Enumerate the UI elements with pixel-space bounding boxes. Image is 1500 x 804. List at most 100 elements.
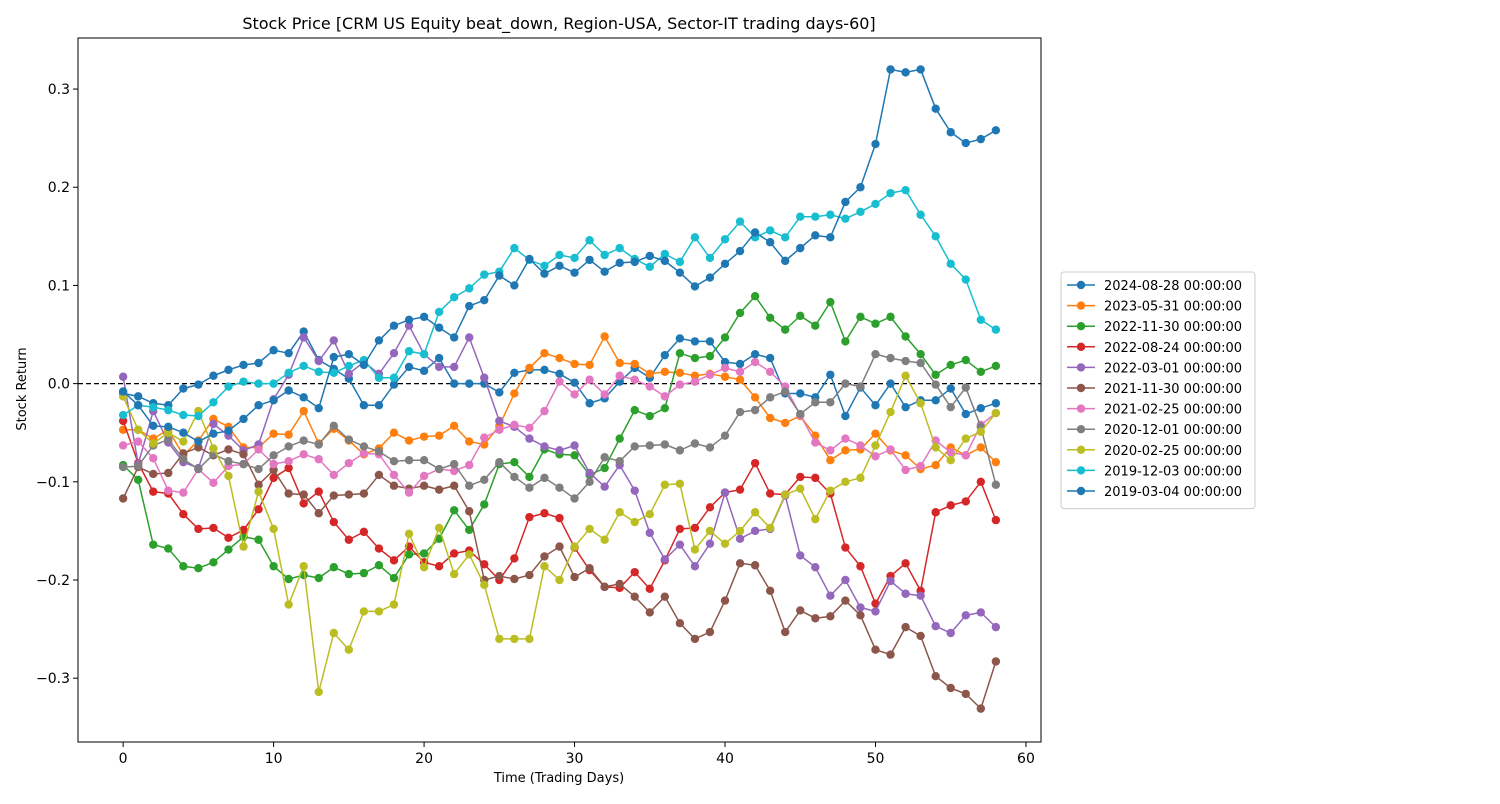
data-point <box>359 360 369 370</box>
data-point <box>374 447 384 456</box>
data-point <box>449 362 459 372</box>
data-point <box>781 256 790 266</box>
data-point <box>735 308 745 318</box>
data-point <box>164 486 173 495</box>
data-point <box>796 212 805 221</box>
data-point <box>314 440 323 449</box>
data-point <box>735 246 745 256</box>
data-point <box>314 509 323 518</box>
data-point <box>600 482 609 491</box>
data-point <box>209 478 218 487</box>
data-point <box>555 353 564 363</box>
legend-marker <box>1076 486 1086 496</box>
data-point <box>314 367 323 377</box>
data-point <box>299 361 308 371</box>
data-point <box>389 470 399 480</box>
plot-frame <box>77 37 1042 743</box>
data-point <box>555 575 564 585</box>
data-point <box>675 334 685 343</box>
data-point <box>434 353 444 363</box>
data-point <box>374 401 384 410</box>
data-point <box>630 486 639 495</box>
data-point <box>856 603 865 612</box>
data-point <box>555 483 564 492</box>
data-point <box>946 259 955 269</box>
data-point <box>495 457 504 467</box>
data-point <box>284 600 293 609</box>
data-point <box>901 332 910 341</box>
data-point <box>871 441 880 450</box>
data-point <box>991 457 1001 467</box>
data-point <box>826 233 835 242</box>
data-point <box>675 618 685 628</box>
data-point <box>133 392 143 401</box>
series-10 <box>118 65 1001 446</box>
data-point <box>540 509 549 518</box>
data-point <box>269 473 278 483</box>
data-point <box>344 369 354 378</box>
data-point <box>389 373 399 382</box>
data-point <box>164 405 173 415</box>
data-point <box>901 356 910 366</box>
data-point <box>179 488 188 497</box>
data-point <box>796 472 805 482</box>
data-point <box>449 333 459 342</box>
data-point <box>555 542 564 551</box>
data-point <box>645 510 654 519</box>
data-point <box>660 403 670 413</box>
data-point <box>976 134 986 144</box>
data-point <box>239 414 248 424</box>
data-point <box>796 243 805 253</box>
data-point <box>525 634 534 644</box>
data-point <box>374 336 384 345</box>
data-point <box>525 483 534 492</box>
data-point <box>239 459 248 469</box>
data-point <box>946 402 955 412</box>
data-point <box>841 434 850 443</box>
legend-marker <box>1076 445 1086 454</box>
data-point <box>735 367 745 377</box>
legend-marker <box>1076 301 1086 310</box>
data-point <box>570 451 579 460</box>
data-point <box>224 426 233 435</box>
data-point <box>389 380 399 389</box>
data-point <box>690 282 700 291</box>
data-point <box>133 425 143 434</box>
data-point <box>239 525 248 535</box>
data-point <box>404 488 414 497</box>
data-point <box>796 551 805 560</box>
data-point <box>735 534 745 543</box>
data-point <box>991 361 1001 371</box>
data-point <box>525 423 534 432</box>
data-point <box>299 490 308 499</box>
data-point <box>555 446 564 455</box>
data-point <box>555 261 564 270</box>
data-point <box>480 475 489 485</box>
data-point <box>179 384 188 393</box>
legend-label: 2024-08-28 00:00:00 <box>1104 279 1242 294</box>
data-point <box>946 360 955 370</box>
data-point <box>705 443 715 452</box>
data-point <box>735 559 745 568</box>
series-9 <box>118 185 1001 421</box>
data-point <box>510 574 519 584</box>
data-point <box>314 573 323 583</box>
legend-entry: 2022-03-01 00:00:00 <box>1067 361 1242 376</box>
data-point <box>720 372 730 381</box>
data-point <box>495 416 504 426</box>
data-point <box>570 494 579 503</box>
data-point <box>976 315 986 324</box>
data-point <box>510 554 519 563</box>
data-point <box>480 580 489 590</box>
data-point <box>991 657 1001 666</box>
data-point <box>946 448 955 457</box>
data-point <box>299 450 308 459</box>
data-point <box>976 427 986 436</box>
data-point <box>630 592 639 601</box>
data-point <box>720 539 730 548</box>
data-point <box>931 370 940 379</box>
legend-marker <box>1076 404 1086 413</box>
data-point <box>404 315 414 324</box>
data-point <box>344 535 354 544</box>
data-point <box>179 428 188 437</box>
